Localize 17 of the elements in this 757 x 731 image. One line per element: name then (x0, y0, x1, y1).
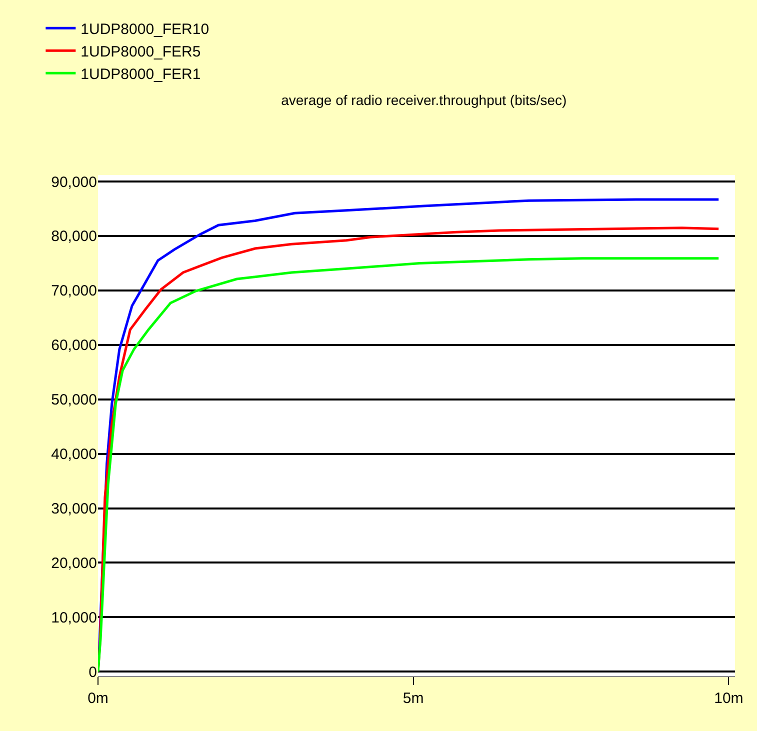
y-tick-label: 80,000 (51, 228, 97, 246)
x-tick-label: 5m (402, 690, 424, 707)
y-tick-label: 0 (88, 664, 97, 681)
y-tick-label: 90,000 (51, 174, 97, 191)
chart-title: average of radio receiver.throughput (bits/sec) (281, 92, 567, 108)
y-tick-label: 70,000 (51, 282, 97, 300)
legend-label: 1UDP8000_FER10 (80, 20, 210, 38)
legend-label: 1UDP8000_FER1 (80, 66, 201, 83)
y-tick-label: 50,000 (51, 392, 97, 409)
x-tick-label: 10m (714, 690, 744, 707)
y-tick-label: 40,000 (51, 446, 97, 464)
y-tick-label: 60,000 (51, 337, 97, 354)
y-tick-label: 10,000 (51, 609, 97, 626)
x-tick-label: 0m (88, 690, 108, 707)
y-tick-label: 30,000 (51, 500, 97, 518)
legend-label: 1UDP8000_FER5 (80, 43, 201, 60)
y-tick-label: 20,000 (51, 554, 97, 572)
